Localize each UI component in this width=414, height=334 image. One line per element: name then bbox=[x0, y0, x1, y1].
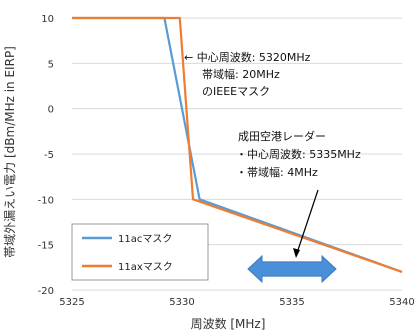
radar-band-arrow bbox=[247, 254, 337, 284]
y-axis-title: 帯域外漏えい電力 [dBm/MHz in EIRP] bbox=[3, 46, 17, 258]
y-tick-label: 10 bbox=[41, 14, 54, 25]
y-tick-label: -5 bbox=[44, 150, 54, 161]
y-tick-label: -20 bbox=[38, 286, 54, 297]
y-tick-label: -15 bbox=[38, 241, 54, 252]
y-tick-label: 5 bbox=[48, 59, 54, 70]
y-tick-label: -10 bbox=[38, 195, 54, 206]
radar-note-line-2: ・中心周波数: 5335MHz bbox=[236, 148, 361, 161]
y-tick-label: 0 bbox=[48, 105, 54, 116]
radar-pointer-arrowhead bbox=[293, 248, 300, 258]
x-tick-label: 5325 bbox=[59, 297, 84, 308]
x-tick-label: 5340 bbox=[389, 297, 414, 308]
series-line-11ax bbox=[72, 16, 403, 273]
x-tick-label: 5335 bbox=[279, 297, 304, 308]
radar-note-line-3: ・帯域幅: 4MHz bbox=[236, 166, 318, 179]
ieee-mask-note-line-3: のIEEEマスク bbox=[202, 85, 270, 98]
x-tick-label: 5330 bbox=[169, 297, 194, 308]
legend: 11acマスク 11axマスク bbox=[71, 223, 209, 281]
radar-pointer-arrow bbox=[296, 189, 319, 254]
x-tick-labels: 5325 5330 5335 5340 bbox=[59, 297, 414, 308]
ieee-mask-note-line-1: ← 中心周波数: 5320MHz bbox=[184, 51, 311, 64]
legend-label-11ac: 11acマスク bbox=[118, 233, 172, 245]
radar-band-shape bbox=[247, 254, 337, 284]
legend-label-11ax: 11axマスク bbox=[118, 261, 173, 273]
x-axis-title: 周波数 [MHz] bbox=[191, 316, 266, 331]
legend-box bbox=[71, 223, 209, 281]
y-tick-labels: 10 5 0 -5 -10 -15 -20 bbox=[38, 14, 54, 297]
ieee-mask-note-line-2: 帯域幅: 20MHz bbox=[202, 68, 280, 81]
radar-note-line-1: 成田空港レーダー bbox=[238, 129, 326, 143]
series-lines bbox=[72, 16, 403, 273]
